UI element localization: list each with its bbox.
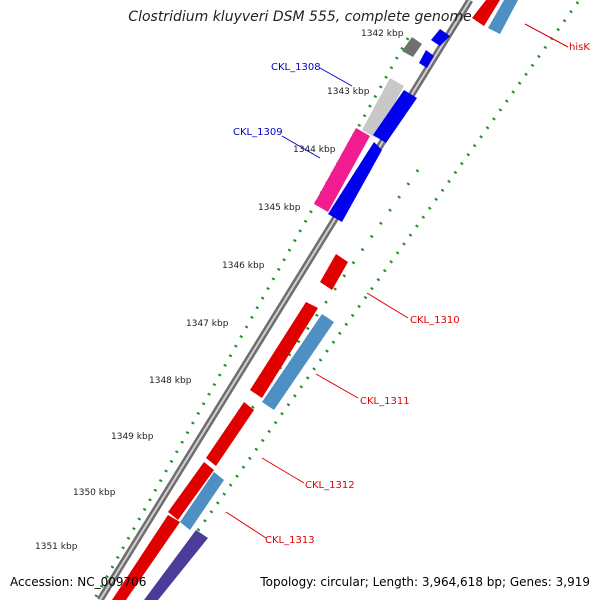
gene-label[interactable]: CKL_1310 — [410, 315, 460, 326]
ruler-tick-label: 1343 kbp — [327, 87, 370, 97]
ruler-tick-label: 1350 kbp — [73, 488, 116, 498]
gene-label[interactable]: hisK — [569, 42, 590, 53]
leader-line-CKL_1311 — [315, 373, 359, 399]
feature-CKL_1313-red[interactable] — [168, 462, 214, 520]
grid-line-outer — [92, 37, 410, 600]
leader-line-CKL_1308 — [319, 67, 353, 87]
genome-summary: Topology: circular; Length: 3,964,618 bp… — [260, 575, 590, 589]
feature-CKL_1311-red[interactable] — [250, 302, 318, 398]
leader-line-CKL_1310 — [366, 292, 409, 319]
leader-line-CKL_1309 — [281, 135, 321, 159]
ruler-tick-label: 1351 kbp — [35, 542, 78, 552]
feature-CKL_1312[interactable] — [206, 402, 254, 466]
gene-label[interactable]: CKL_1309 — [233, 127, 283, 138]
feature-hisK-red[interactable] — [472, 0, 500, 26]
ruler-tick-label: 1348 kbp — [149, 376, 192, 386]
grid-line-far — [146, 1, 580, 600]
feature-CKL_1310[interactable] — [320, 254, 348, 290]
leader-line-CKL_1312 — [261, 457, 305, 484]
ruler-tick-label: 1347 kbp — [186, 319, 229, 329]
gene-label[interactable]: CKL_1311 — [360, 396, 410, 407]
page-title: Clostridium kluyveri DSM 555, complete g… — [128, 9, 472, 25]
ruler-tick-label: 1344 kbp — [293, 145, 336, 155]
gene-label[interactable]: CKL_1312 — [305, 480, 355, 491]
gene-label[interactable]: CKL_1308 — [271, 62, 321, 73]
feature-CKL_1309-blue[interactable] — [328, 142, 382, 222]
feature-CKL_1308-grey[interactable] — [362, 78, 404, 138]
feature-CKL_1311-blue[interactable] — [262, 314, 334, 410]
feature-blue-arrow[interactable] — [419, 50, 434, 68]
feature-CKL_1313-blue[interactable] — [180, 472, 224, 530]
feature-CKL_1309-pink[interactable] — [314, 128, 370, 212]
ruler-tick-label: 1345 kbp — [258, 203, 301, 213]
feature-lower-red[interactable] — [112, 515, 180, 600]
feature-CKL_1308-blue[interactable] — [373, 90, 417, 143]
feature-lower-navy[interactable] — [144, 530, 208, 600]
feature-hisK-blue[interactable] — [488, 0, 518, 34]
ruler-tick-label: 1342 kbp — [361, 29, 404, 39]
leader-line-hisK — [524, 23, 569, 48]
genome-backbone-highlight — [99, 0, 471, 600]
accession-label: Accession: NC_009706 — [10, 575, 147, 589]
ruler-tick-label: 1349 kbp — [111, 432, 154, 442]
gene-label[interactable]: CKL_1313 — [265, 535, 315, 546]
feature-blue-small[interactable] — [431, 29, 450, 46]
leader-line-CKL_1313 — [225, 511, 267, 539]
feature-grey-small[interactable] — [402, 37, 422, 57]
ruler-tick-label: 1346 kbp — [222, 261, 265, 271]
